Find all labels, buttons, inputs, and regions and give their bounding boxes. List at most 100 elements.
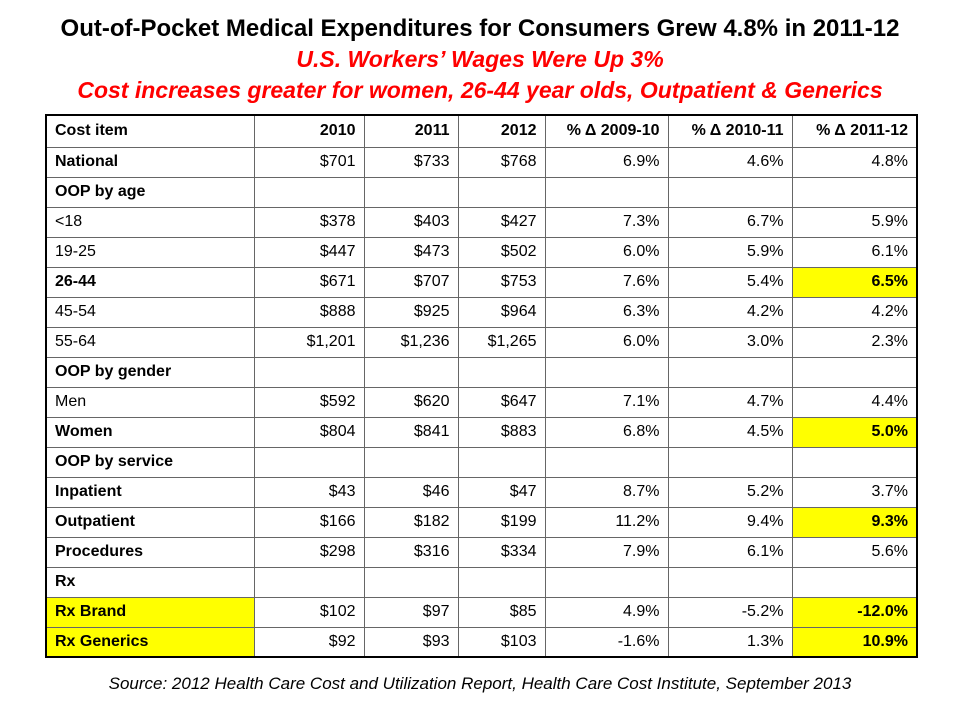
table-row: Rx Brand $102 $97 $85 4.9% -5.2% -12.0% (45, 596, 918, 628)
table-cell (253, 176, 365, 208)
table-cell: $97 (363, 596, 459, 628)
table-cell: 6.1% (791, 236, 918, 268)
row-label: <18 (45, 206, 255, 238)
row-label: Rx Brand (45, 596, 255, 628)
row-label: Women (45, 416, 255, 448)
table-cell: $473 (363, 236, 459, 268)
table-cell (253, 566, 365, 598)
source-citation: Source: 2012 Health Care Cost and Utiliz… (108, 674, 852, 693)
table-cell: $804 (253, 416, 365, 448)
table-cell: 4.9% (544, 596, 669, 628)
table-row: 26-44 $671 $707 $753 7.6% 5.4% 6.5% (45, 266, 918, 298)
table-cell (363, 176, 459, 208)
table-cell (363, 566, 459, 598)
column-header-delta-2011-12: % Δ 2011-12 (791, 114, 918, 148)
header-row: Cost item 2010 2011 2012 % Δ 2009-10 % Δ… (45, 114, 918, 148)
table-cell: 6.1% (667, 536, 793, 568)
table-cell: 6.3% (544, 296, 669, 328)
column-header-2012: 2012 (457, 114, 546, 148)
table-cell: $182 (363, 506, 459, 538)
table-cell: 7.6% (544, 266, 669, 298)
table-row: OOP by age (45, 176, 918, 208)
table-cell: $92 (253, 626, 365, 658)
table-cell: $427 (457, 206, 546, 238)
table-row: 19-25 $447 $473 $502 6.0% 5.9% 6.1% (45, 236, 918, 268)
table-cell: 2.3% (791, 326, 918, 358)
table-cell: 3.7% (791, 476, 918, 508)
table-cell: 5.9% (791, 206, 918, 238)
table-cell: $102 (253, 596, 365, 628)
table-cell: $701 (253, 146, 365, 178)
row-label: Rx (45, 566, 255, 598)
table-cell: $733 (363, 146, 459, 178)
row-label: OOP by gender (45, 356, 255, 388)
column-header-delta-2009-10: % Δ 2009-10 (544, 114, 669, 148)
table-cell: 5.4% (667, 266, 793, 298)
table-row: Procedures $298 $316 $334 7.9% 6.1% 5.6% (45, 536, 918, 568)
table-cell: $166 (253, 506, 365, 538)
table-cell: 11.2% (544, 506, 669, 538)
table-cell: 4.8% (791, 146, 918, 178)
table-row: National $701 $733 $768 6.9% 4.6% 4.8% (45, 146, 918, 178)
row-label: 55-64 (45, 326, 255, 358)
table-cell: 6.7% (667, 206, 793, 238)
table-cell: 4.2% (667, 296, 793, 328)
table-cell: 7.9% (544, 536, 669, 568)
table-cell: 7.1% (544, 386, 669, 418)
table-cell: 9.4% (667, 506, 793, 538)
table-cell (544, 356, 669, 388)
table-cell: 6.8% (544, 416, 669, 448)
table-cell: 4.4% (791, 386, 918, 418)
column-header-delta-2010-11: % Δ 2010-11 (667, 114, 793, 148)
table-cell (363, 446, 459, 478)
table-cell: $316 (363, 536, 459, 568)
table-row: 45-54 $888 $925 $964 6.3% 4.2% 4.2% (45, 296, 918, 328)
table-cell (667, 176, 793, 208)
table-cell: $925 (363, 296, 459, 328)
row-label: Inpatient (45, 476, 255, 508)
row-label: 26-44 (45, 266, 255, 298)
column-header-2010: 2010 (253, 114, 365, 148)
table-cell: 6.9% (544, 146, 669, 178)
table-cell: $199 (457, 506, 546, 538)
table-cell: $43 (253, 476, 365, 508)
table-cell (253, 356, 365, 388)
table-header: Cost item 2010 2011 2012 % Δ 2009-10 % Δ… (45, 114, 918, 148)
table-cell: -1.6% (544, 626, 669, 658)
table-row: Men $592 $620 $647 7.1% 4.7% 4.4% (45, 386, 918, 418)
column-header-cost-item: Cost item (45, 114, 255, 148)
row-label: Men (45, 386, 255, 418)
table-cell: $964 (457, 296, 546, 328)
table-cell: $502 (457, 236, 546, 268)
table-row: <18 $378 $403 $427 7.3% 6.7% 5.9% (45, 206, 918, 238)
table-cell (544, 566, 669, 598)
table-cell (457, 566, 546, 598)
table-cell (791, 176, 918, 208)
table-cell (667, 446, 793, 478)
table-cell: $841 (363, 416, 459, 448)
table-cell (457, 356, 546, 388)
table-cell: 1.3% (667, 626, 793, 658)
row-label: Procedures (45, 536, 255, 568)
table-row: OOP by service (45, 446, 918, 478)
table-cell (791, 446, 918, 478)
table-cell: $1,236 (363, 326, 459, 358)
table-cell: $883 (457, 416, 546, 448)
table-cell: $47 (457, 476, 546, 508)
table-cell: $85 (457, 596, 546, 628)
table-row: Inpatient $43 $46 $47 8.7% 5.2% 3.7% (45, 476, 918, 508)
subtitle-cost-increases: Cost increases greater for women, 26-44 … (77, 77, 883, 103)
table-cell (457, 176, 546, 208)
table-cell (253, 446, 365, 478)
table-cell (667, 566, 793, 598)
table-cell: 8.7% (544, 476, 669, 508)
table-cell: 7.3% (544, 206, 669, 238)
table-cell: $1,201 (253, 326, 365, 358)
table-cell: $93 (363, 626, 459, 658)
row-label: National (45, 146, 255, 178)
table-cell (457, 446, 546, 478)
table-cell: $768 (457, 146, 546, 178)
slide-header: Out-of-Pocket Medical Expenditures for C… (0, 0, 960, 106)
table-row: 55-64 $1,201 $1,236 $1,265 6.0% 3.0% 2.3% (45, 326, 918, 358)
table-row: Rx (45, 566, 918, 598)
